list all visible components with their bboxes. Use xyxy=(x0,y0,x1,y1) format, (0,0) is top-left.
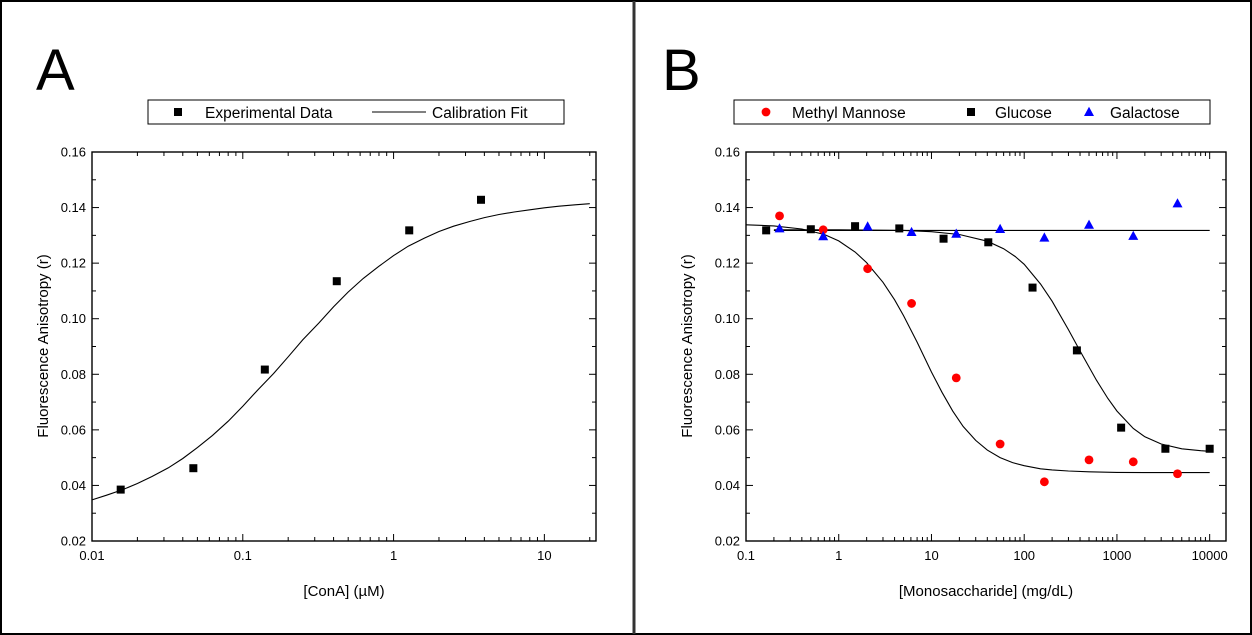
data-point-galactose xyxy=(906,226,917,237)
y-tick-label: 0.16 xyxy=(61,145,86,160)
data-point-methyl-mannose xyxy=(1039,477,1049,487)
data-point-glucose xyxy=(1028,283,1037,292)
panel-a-data-points xyxy=(116,195,486,494)
x-tick-label: 0.1 xyxy=(234,548,252,563)
panel-b-fit-lines xyxy=(745,224,1210,474)
data-point-methyl-mannose xyxy=(907,299,916,308)
panel-a-chart: A Experimental Data Calibration Fit 0.02… xyxy=(35,38,597,600)
data-point-glucose xyxy=(1117,423,1126,432)
legend-marker-glucose xyxy=(967,108,975,116)
y-tick-label: 0.04 xyxy=(715,478,740,493)
data-point-glucose xyxy=(1161,444,1170,453)
panel-a-y-axis-title: Fluorescence Anisotropy (r) xyxy=(35,254,52,437)
panel-b-legend: Methyl Mannose Glucose Galactose xyxy=(733,99,1211,125)
panel-b-letter: B xyxy=(662,38,701,103)
data-point-galactose xyxy=(1172,198,1183,208)
panel-a-axes: 0.02 0.04 0.06 0.08 0.10 0.12 0.14 0.16 0.01 0.1 1… xyxy=(61,145,596,563)
data-point-experimental-data xyxy=(260,365,269,374)
panel-b-x-axis-title: [Monosaccharide] (mg/dL) xyxy=(899,583,1073,600)
panel-b-y-axis-title: Fluorescence Anisotropy (r) xyxy=(679,254,696,437)
y-tick-label: 0.10 xyxy=(715,311,740,326)
y-tick-label: 0.06 xyxy=(715,422,740,437)
legend-label-glucose: Glucose xyxy=(995,105,1052,122)
data-point-galactose xyxy=(1084,219,1095,229)
fit-line-glucose-fit xyxy=(773,229,1210,452)
y-tick-label: 0.08 xyxy=(715,367,740,382)
data-point-galactose xyxy=(818,230,829,241)
data-point-galactose xyxy=(1039,232,1050,242)
data-point-experimental-data xyxy=(332,277,341,286)
y-tick-label: 0.02 xyxy=(715,534,740,549)
legend-marker-experimental-data xyxy=(174,108,182,116)
data-point-glucose xyxy=(806,225,815,234)
y-tick-label: 0.14 xyxy=(61,200,86,215)
data-point-methyl-mannose xyxy=(775,211,784,221)
panel-a-x-axis-title: [ConA] (µM) xyxy=(303,583,384,600)
x-tick-label: 0.01 xyxy=(79,548,104,563)
data-point-galactose xyxy=(862,221,873,231)
x-tick-label: 1000 xyxy=(1102,548,1131,563)
data-point-methyl-mannose xyxy=(995,439,1005,449)
panel-a-letter: A xyxy=(36,38,75,103)
fit-line-methyl-mannose-fit xyxy=(745,224,1210,474)
data-point-methyl-mannose xyxy=(1084,455,1094,465)
legend-label-experimental-data: Experimental Data xyxy=(205,105,333,122)
legend-label-galactose: Galactose xyxy=(1110,105,1180,122)
data-point-glucose xyxy=(939,234,948,243)
data-point-experimental-data xyxy=(189,464,198,473)
x-tick-label: 10 xyxy=(924,548,938,563)
fit-line-calibration-fit xyxy=(91,203,590,501)
panel-a-legend: Experimental Data Calibration Fit xyxy=(147,99,565,125)
data-point-glucose xyxy=(895,224,904,233)
data-point-experimental-data xyxy=(405,226,414,235)
legend-label-calibration-fit: Calibration Fit xyxy=(432,105,528,122)
panel-b-axes: 0.02 0.04 0.06 0.08 0.10 0.12 0.14 0.16 0.1 1 10 10… xyxy=(715,145,1228,564)
legend-marker-methyl-mannose xyxy=(761,107,771,117)
y-tick-label: 0.04 xyxy=(61,478,86,493)
data-point-galactose xyxy=(995,223,1006,233)
data-point-glucose xyxy=(851,222,860,231)
data-point-methyl-mannose xyxy=(1173,469,1182,479)
y-tick-label: 0.10 xyxy=(61,311,86,326)
data-point-methyl-mannose xyxy=(951,373,961,383)
data-point-glucose xyxy=(762,226,771,235)
data-point-galactose xyxy=(951,228,962,238)
panel-a-legend-box xyxy=(147,99,565,125)
x-tick-label: 0.1 xyxy=(737,548,755,563)
y-tick-label: 0.12 xyxy=(715,256,740,271)
data-point-galactose xyxy=(1128,230,1139,240)
data-point-galactose xyxy=(774,223,785,233)
panel-a-fit-lines xyxy=(91,203,590,501)
legend-label-methyl-mannose: Methyl Mannose xyxy=(792,105,906,122)
y-tick-label: 0.14 xyxy=(715,200,740,215)
legend-swatch-galactose xyxy=(1084,106,1094,116)
y-tick-label: 0.06 xyxy=(61,422,86,437)
data-point-methyl-mannose xyxy=(1128,457,1138,467)
x-tick-label: 10000 xyxy=(1192,548,1228,563)
legend-swatch-glucose xyxy=(967,108,975,116)
legend-swatch-experimental-data xyxy=(174,108,182,116)
y-tick-label: 0.12 xyxy=(61,256,86,271)
data-point-methyl-mannose xyxy=(863,264,873,274)
y-tick-label: 0.16 xyxy=(715,145,740,160)
x-tick-label: 10 xyxy=(537,548,551,563)
legend-swatch-methyl-mannose xyxy=(761,107,771,117)
data-point-glucose xyxy=(1205,444,1214,453)
data-point-experimental-data xyxy=(477,195,486,204)
data-point-glucose xyxy=(1072,346,1081,355)
x-tick-label: 100 xyxy=(1013,548,1035,563)
data-point-methyl-mannose xyxy=(818,225,828,235)
y-tick-label: 0.08 xyxy=(61,367,86,382)
data-point-experimental-data xyxy=(116,485,125,494)
y-tick-label: 0.02 xyxy=(61,534,86,549)
x-tick-label: 1 xyxy=(835,548,842,563)
panel-b-data-points xyxy=(762,198,1214,487)
panel-b-chart: B Methyl Mannose Glucose Galactose 0.020… xyxy=(662,38,1228,600)
x-tick-label: 1 xyxy=(390,548,397,563)
legend-marker-galactose xyxy=(1084,106,1094,116)
data-point-glucose xyxy=(984,238,993,247)
